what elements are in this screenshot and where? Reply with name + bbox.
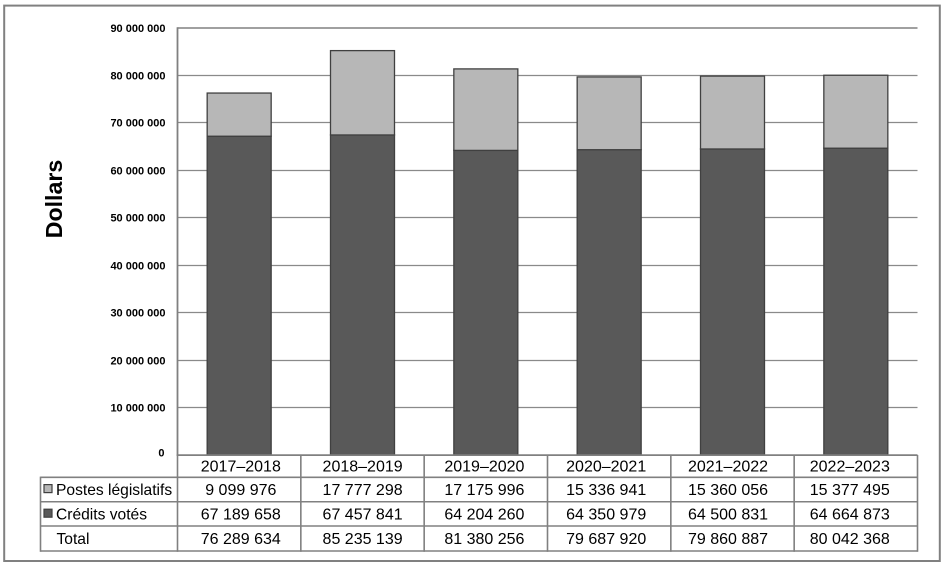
- svg-text:2019–2020: 2019–2020: [444, 459, 524, 476]
- svg-text:9 099 976: 9 099 976: [205, 482, 276, 499]
- svg-text:67 457 841: 67 457 841: [323, 506, 403, 523]
- svg-text:17 777 298: 17 777 298: [323, 482, 403, 499]
- svg-text:2018–2019: 2018–2019: [323, 459, 403, 476]
- svg-text:81 380 256: 81 380 256: [444, 531, 524, 548]
- svg-text:60 000 000: 60 000 000: [110, 166, 165, 178]
- svg-text:2017–2018: 2017–2018: [201, 459, 281, 476]
- svg-text:64 500 831: 64 500 831: [688, 506, 768, 523]
- svg-text:76 289 634: 76 289 634: [201, 531, 281, 548]
- svg-text:67 189 658: 67 189 658: [201, 506, 281, 523]
- svg-text:2021–2022: 2021–2022: [688, 459, 768, 476]
- svg-text:64 664 873: 64 664 873: [810, 506, 890, 523]
- svg-text:15 336 941: 15 336 941: [566, 482, 646, 499]
- svg-text:Total: Total: [57, 531, 90, 548]
- svg-text:Crédits votés: Crédits votés: [56, 506, 147, 523]
- svg-text:15 377 495: 15 377 495: [810, 482, 890, 499]
- svg-text:40 000 000: 40 000 000: [110, 261, 165, 273]
- svg-text:79 860 887: 79 860 887: [688, 531, 768, 548]
- svg-text:20 000 000: 20 000 000: [110, 356, 165, 368]
- svg-text:2020–2021: 2020–2021: [566, 459, 646, 476]
- svg-text:80 000 000: 80 000 000: [110, 71, 165, 83]
- svg-text:Dollars: Dollars: [41, 160, 67, 239]
- svg-text:64 350 979: 64 350 979: [566, 506, 646, 523]
- svg-text:30 000 000: 30 000 000: [110, 308, 165, 320]
- svg-text:79 687 920: 79 687 920: [566, 531, 646, 548]
- svg-text:85 235 139: 85 235 139: [323, 531, 403, 548]
- svg-text:64 204 260: 64 204 260: [444, 506, 524, 523]
- svg-text:2022–2023: 2022–2023: [810, 459, 890, 476]
- svg-text:17 175 996: 17 175 996: [444, 482, 524, 499]
- svg-text:0: 0: [158, 447, 164, 459]
- svg-text:80 042 368: 80 042 368: [810, 531, 890, 548]
- svg-text:15 360 056: 15 360 056: [688, 482, 768, 499]
- svg-text:Postes législatifs: Postes législatifs: [56, 482, 172, 499]
- svg-text:70 000 000: 70 000 000: [110, 118, 165, 130]
- svg-text:90 000 000: 90 000 000: [110, 23, 165, 35]
- svg-text:50 000 000: 50 000 000: [110, 213, 165, 225]
- svg-text:10 000 000: 10 000 000: [110, 403, 165, 415]
